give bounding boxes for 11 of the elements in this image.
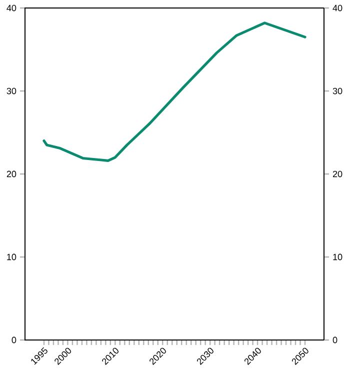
y2-tick-label: 0 bbox=[332, 336, 338, 344]
y-tick-label: 40 bbox=[6, 4, 16, 12]
y2-tick-label: 40 bbox=[332, 4, 342, 12]
y2-tick-label: 20 bbox=[332, 170, 342, 178]
y-tick-label: 10 bbox=[7, 254, 16, 260]
y-tick-label: 20 bbox=[6, 170, 16, 178]
line-series bbox=[42, 22, 306, 162]
y2-tick-label: 10 bbox=[333, 254, 342, 260]
y-tick-label: 0 bbox=[12, 336, 16, 344]
y2-tick-label: 30 bbox=[332, 88, 342, 94]
y-tick-label: 30 bbox=[6, 88, 16, 94]
